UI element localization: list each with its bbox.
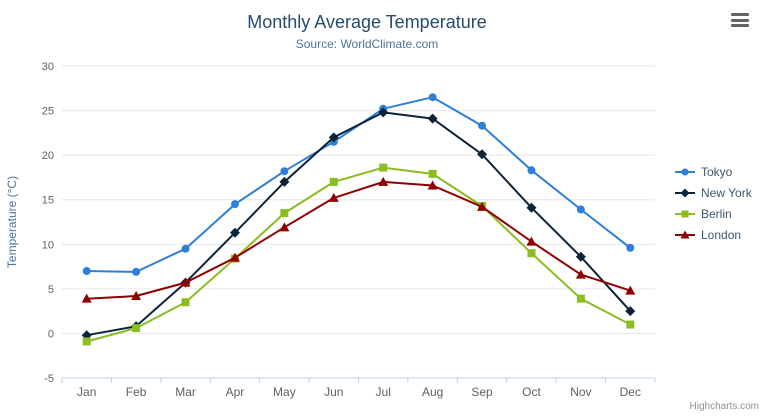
series-line [86,96,631,273]
point-marker-triangle[interactable] [229,252,240,262]
point-marker-square[interactable] [681,210,689,217]
x-axis-label: Jan [77,385,96,399]
x-axis-label: May [273,385,296,399]
x-axis-label: Mar [175,385,196,399]
point-marker-diamond[interactable] [328,132,339,143]
point-marker-circle[interactable] [230,200,239,209]
point-marker-square[interactable] [280,209,289,218]
chart-subtitle: Source: WorldClimate.com [295,37,439,51]
series-new-york [81,107,636,341]
x-axis-label: Dec [620,385,641,399]
point-marker-circle[interactable] [478,121,487,130]
point-marker-diamond[interactable] [680,188,690,197]
hamburger-menu-icon [731,24,749,27]
point-marker-triangle[interactable] [427,180,438,190]
x-axis-label: Sep [471,385,493,399]
point-marker-triangle[interactable] [575,269,586,279]
chart-title: Monthly Average Temperature [247,12,487,32]
point-marker-circle[interactable] [428,93,437,102]
y-axis-title: Temperature (°C) [5,176,19,268]
legend-label: London [701,227,742,242]
point-marker-square[interactable] [132,324,141,333]
series-line [86,166,631,343]
point-marker-triangle[interactable] [328,192,339,202]
point-marker-diamond[interactable] [279,176,290,187]
legend-label: Tokyo [701,164,733,179]
y-axis-label: 30 [42,61,54,73]
point-marker-circle[interactable] [576,205,585,214]
point-marker-triangle[interactable] [131,290,142,300]
point-marker-circle[interactable] [527,166,536,175]
point-marker-diamond[interactable] [477,149,488,160]
legend-item-new-york[interactable]: New York [674,182,752,203]
x-axis-label: Jun [324,385,343,399]
point-marker-triangle[interactable] [526,236,537,246]
point-marker-square[interactable] [82,337,91,346]
point-marker-diamond[interactable] [378,107,389,118]
point-marker-circle[interactable] [82,267,91,276]
point-marker-square[interactable] [626,320,635,329]
point-marker-square[interactable] [428,169,437,178]
hamburger-menu-icon [731,13,749,16]
series-line [86,111,632,337]
point-marker-diamond[interactable] [229,227,240,238]
x-axis-label: Feb [126,385,147,399]
point-marker-triangle[interactable] [625,285,636,295]
y-axis-label: 10 [42,239,54,251]
legend-item-berlin[interactable]: Berlin [674,203,752,224]
point-marker-circle[interactable] [280,167,289,176]
legend-label: New York [701,185,752,200]
y-axis-label: 15 [42,195,54,207]
legend-item-london[interactable]: London [674,224,752,245]
credits-link[interactable]: Highcharts.com [689,401,759,412]
point-marker-square[interactable] [329,177,338,186]
legend-label: Berlin [701,206,732,221]
triangle-legend-marker-icon [675,230,695,238]
x-axis-label: Nov [570,385,591,399]
legend: Tokyo New York Berlin London [674,161,752,245]
point-marker-triangle[interactable] [378,176,389,186]
point-marker-circle[interactable] [132,267,141,276]
x-axis-label: Aug [422,385,443,399]
point-marker-diamond[interactable] [625,306,636,317]
y-axis-label: 25 [42,106,54,118]
y-axis-label: 20 [42,150,54,162]
point-marker-triangle[interactable] [180,277,191,287]
series-tokyo [82,93,635,276]
point-marker-square[interactable] [576,294,585,303]
point-marker-square[interactable] [527,249,536,258]
point-marker-diamond[interactable] [526,202,537,213]
x-axis-label: Apr [226,385,245,399]
square-legend-marker-icon [675,210,695,217]
series-london [81,176,636,303]
point-marker-triangle[interactable] [680,230,690,238]
point-marker-circle[interactable] [626,243,635,252]
x-axis-label: Jul [376,385,391,399]
y-axis-label: 5 [48,284,54,296]
point-marker-diamond[interactable] [575,251,586,262]
circle-legend-marker-icon [675,168,695,175]
series-line [86,180,631,300]
point-marker-circle[interactable] [181,244,190,253]
point-marker-square[interactable] [379,163,388,172]
point-marker-triangle[interactable] [477,201,488,211]
point-marker-triangle[interactable] [279,222,290,232]
point-marker-circle[interactable] [681,168,689,175]
hamburger-menu-icon [731,18,749,22]
legend-item-tokyo[interactable]: Tokyo [674,161,752,182]
y-axis-label: -5 [44,373,54,385]
x-axis-label: Oct [522,385,541,399]
diamond-legend-marker-icon [675,188,695,197]
y-axis-label: 0 [48,328,54,340]
point-marker-triangle[interactable] [81,293,92,303]
export-menu-button[interactable] [731,13,749,27]
point-marker-diamond[interactable] [427,113,438,124]
point-marker-square[interactable] [181,298,190,307]
